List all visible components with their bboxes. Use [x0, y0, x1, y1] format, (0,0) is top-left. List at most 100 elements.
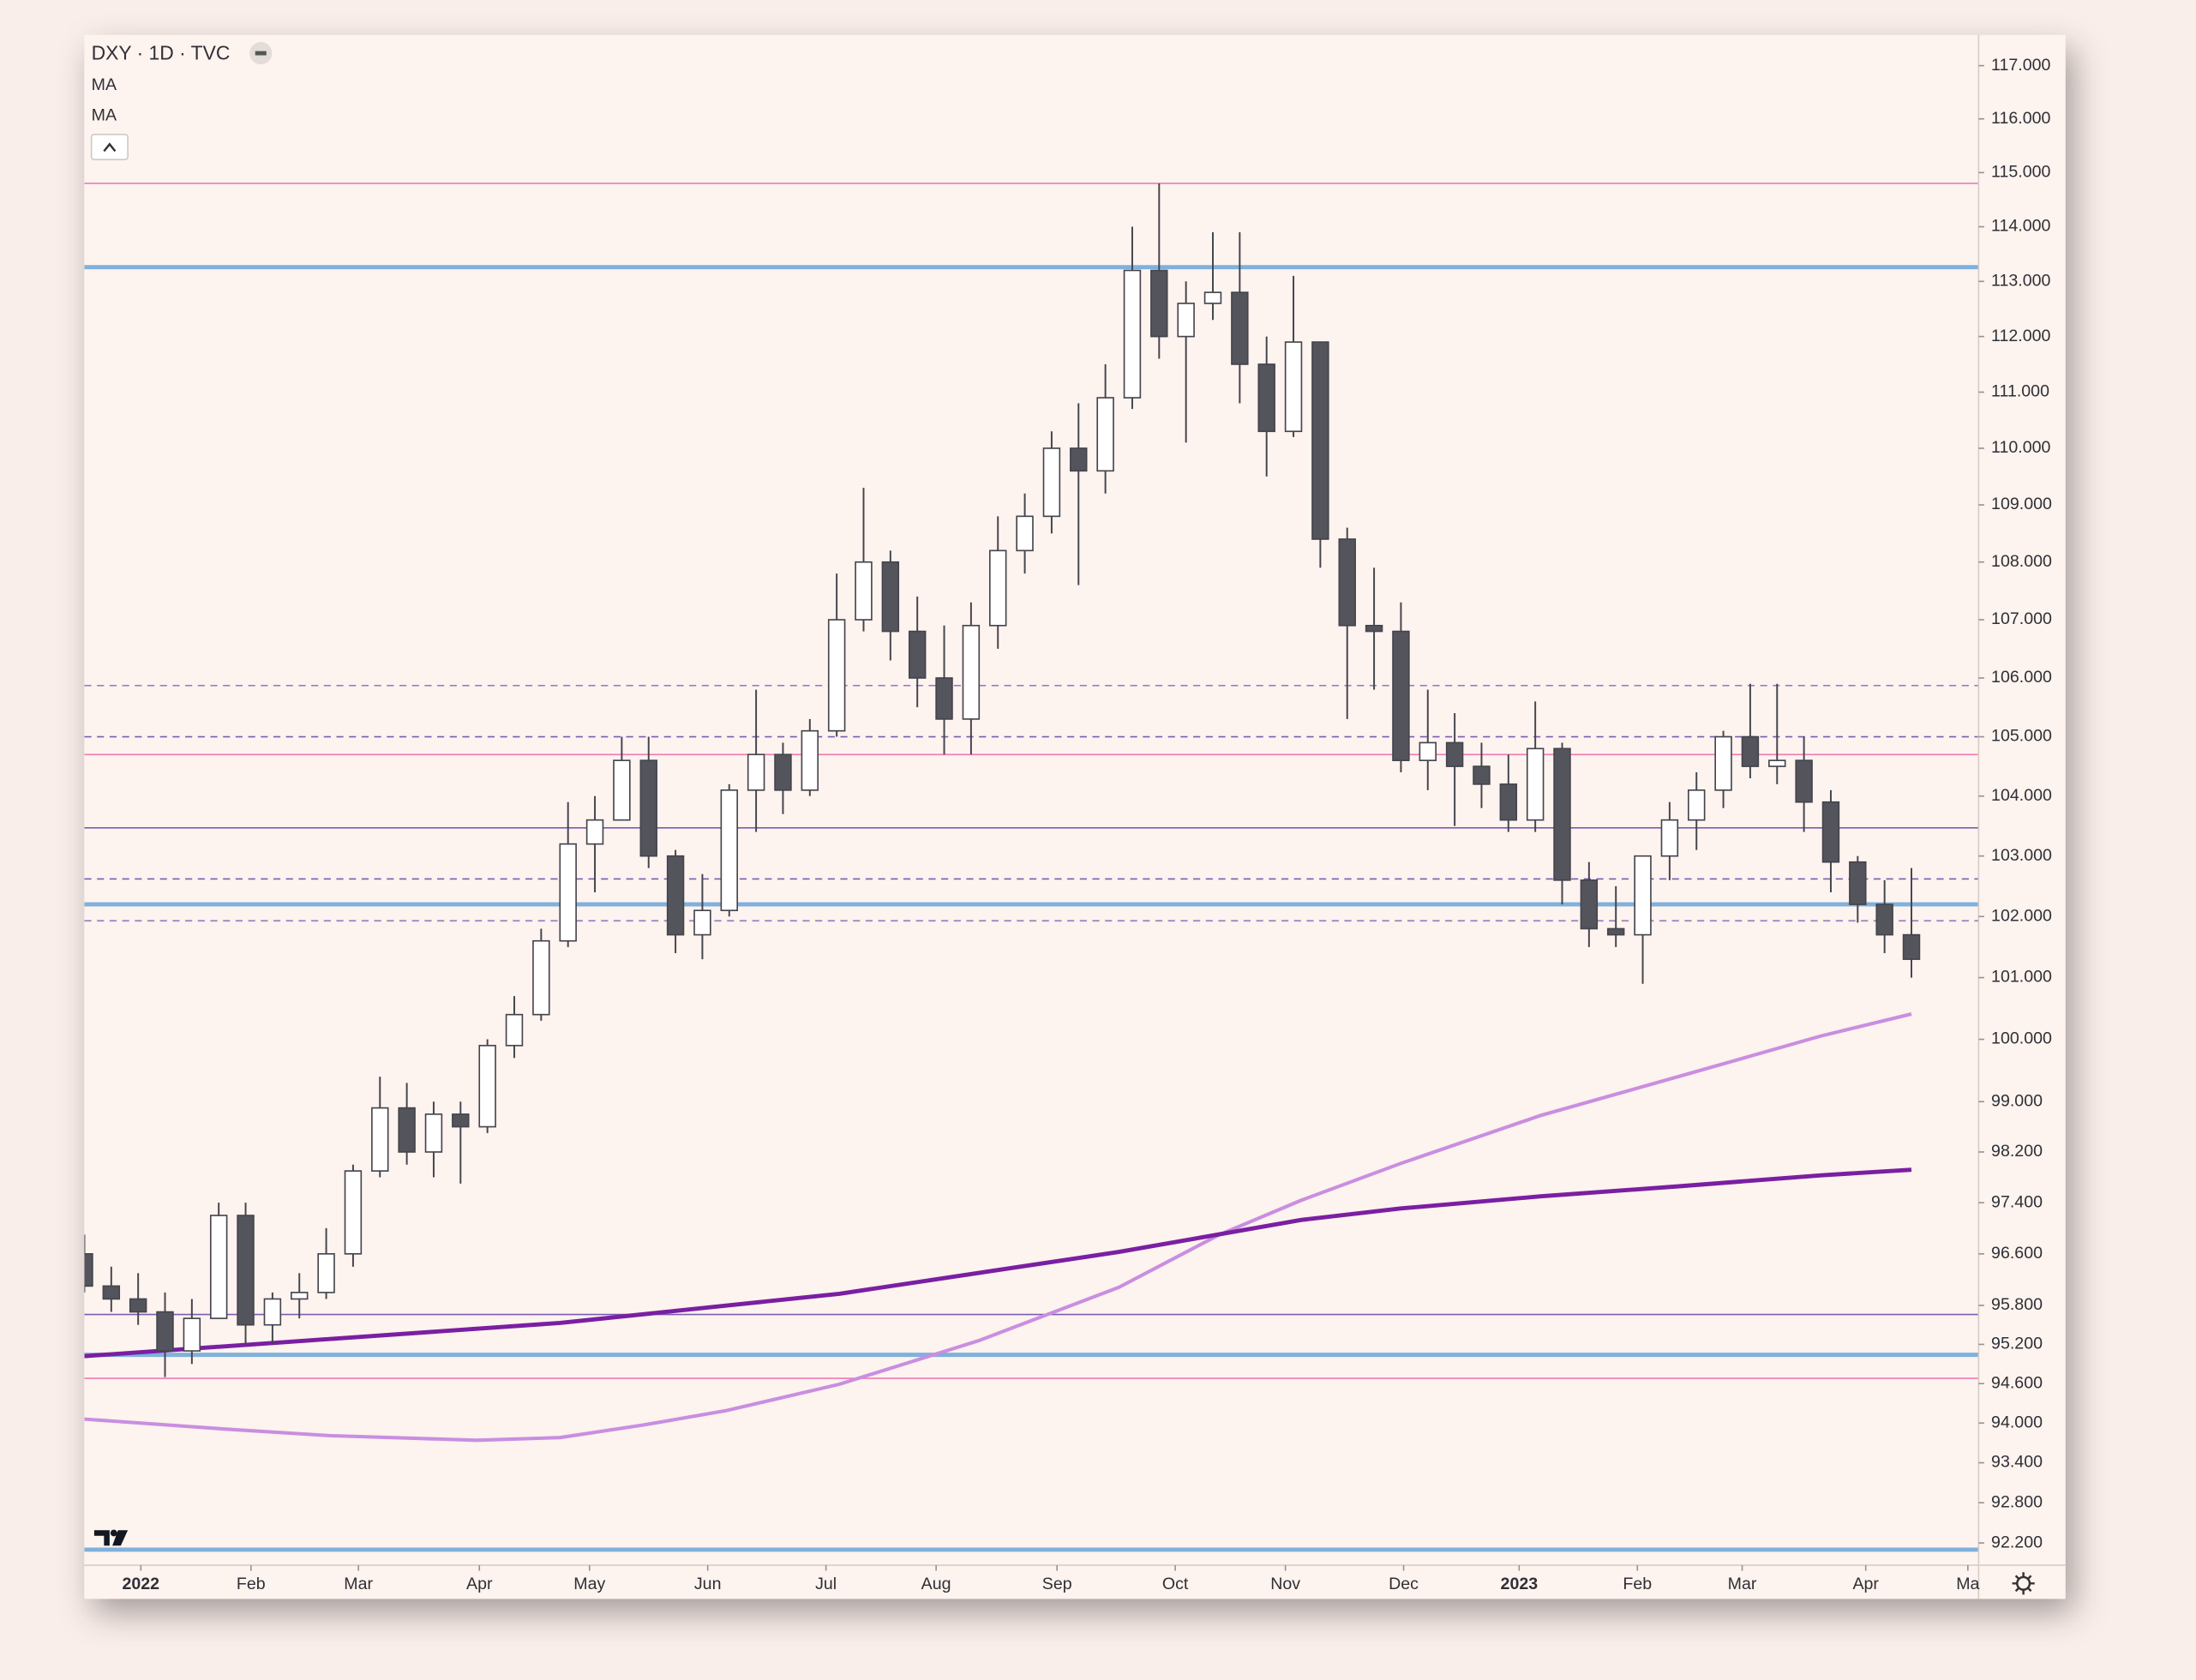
candle-body	[1714, 735, 1732, 791]
y-tick-label: 92.800	[1991, 1492, 2043, 1511]
candle-body	[317, 1253, 335, 1293]
axes: 117.000 116.000 115.000 114.000 113.000 112.0…	[122, 56, 2051, 1593]
x-tick-label: 2023	[1501, 1575, 1539, 1593]
y-tick-label: 108.000	[1991, 552, 2052, 571]
candle-body	[1553, 747, 1571, 881]
candle-body	[84, 1253, 93, 1287]
candle-body	[613, 759, 631, 821]
candle-body	[935, 677, 953, 720]
candle-body	[1688, 789, 1706, 821]
candle-body	[1311, 341, 1329, 540]
candle-body	[1419, 741, 1437, 761]
x-tick-label: Feb	[1623, 1575, 1652, 1593]
candle-body	[478, 1044, 496, 1128]
y-tick-label: 104.000	[1991, 786, 2052, 805]
legend-entry: MA	[92, 75, 117, 94]
candle-body	[1203, 291, 1222, 304]
x-tick-label: Jul	[815, 1575, 837, 1593]
legend-entry: MA	[92, 106, 117, 125]
candle-body	[1257, 363, 1275, 433]
y-tick-label: 114.000	[1991, 217, 2050, 236]
y-tick-label: 115.000	[1991, 163, 2050, 182]
hide-button[interactable]	[249, 42, 273, 65]
y-tick-label: 98.200	[1991, 1142, 2043, 1161]
candle-body	[639, 759, 657, 857]
y-tick-label: 110.000	[1991, 438, 2050, 457]
candle-body	[1849, 861, 1867, 905]
candle-body	[1042, 447, 1061, 518]
y-tick-label: 109.000	[1991, 495, 2052, 513]
x-tick-label: Apr	[466, 1575, 493, 1593]
candle-body	[908, 630, 927, 679]
y-tick-label: 116.000	[1991, 109, 2050, 128]
candle-body	[855, 561, 873, 621]
candle-body	[183, 1317, 201, 1352]
candle-body	[693, 909, 711, 936]
candle-body	[532, 939, 550, 1016]
moving-average-line	[84, 1167, 1912, 1359]
candle-body	[747, 753, 765, 791]
x-tick-label: Sep	[1042, 1575, 1072, 1593]
settings-icon[interactable]	[2012, 1572, 2035, 1595]
y-tick-label: 96.600	[1991, 1244, 2043, 1263]
candle-body	[720, 789, 738, 912]
candle-body	[1231, 291, 1249, 365]
candle-body	[801, 729, 819, 791]
candle-body	[424, 1113, 443, 1153]
candle-body	[1634, 855, 1652, 936]
y-tick-label: 99.000	[1991, 1091, 2043, 1110]
y-tick-label: 97.400	[1991, 1192, 2043, 1211]
candle-body	[209, 1215, 228, 1319]
candle-body	[1070, 447, 1088, 472]
chart-title: DXY · 1D · TVC	[92, 42, 231, 64]
collapse-button[interactable]	[90, 133, 129, 161]
candle-body	[156, 1311, 174, 1352]
candle-body	[666, 855, 685, 936]
x-tick-label: Mar	[344, 1575, 373, 1593]
candle-body	[102, 1285, 121, 1300]
moving-average-line	[84, 1011, 1912, 1443]
candle-body	[1284, 341, 1303, 433]
candle-body	[398, 1107, 416, 1153]
x-tick-label: 2022	[122, 1575, 159, 1593]
plot-area	[84, 183, 1979, 1552]
candle-body	[1096, 397, 1114, 472]
y-tick-label: 105.000	[1991, 727, 2052, 746]
y-tick-label: 113.000	[1991, 271, 2050, 290]
candle-body	[1392, 630, 1410, 761]
candle-body	[1902, 933, 1921, 960]
y-tick-label: 117.000	[1991, 56, 2050, 75]
candle-body	[1580, 879, 1599, 930]
x-tick-label: Dec	[1389, 1575, 1419, 1593]
candle-body	[1526, 747, 1545, 821]
candle-body	[291, 1292, 309, 1300]
candle-body	[129, 1298, 147, 1313]
candle-body	[505, 1013, 524, 1047]
candle-body	[1821, 801, 1840, 863]
y-tick-label: 92.200	[1991, 1533, 2043, 1551]
candle-body	[1365, 624, 1383, 633]
y-tick-label: 106.000	[1991, 668, 2052, 687]
candle-body	[263, 1298, 282, 1326]
x-tick-label: Jun	[694, 1575, 722, 1593]
y-tick-label: 93.400	[1991, 1453, 2043, 1472]
chart-card	[84, 34, 2066, 1599]
candle-body	[827, 619, 846, 732]
candle-body	[1606, 927, 1625, 936]
candle-body	[1177, 303, 1195, 338]
candle-body	[881, 561, 900, 633]
candle-body	[1741, 735, 1760, 767]
candle-body	[1768, 759, 1786, 767]
y-tick-label: 100.000	[1991, 1029, 2052, 1048]
candle-body	[1473, 765, 1491, 785]
x-tick-label: Apr	[1852, 1575, 1879, 1593]
candle-body	[1123, 269, 1142, 399]
y-tick-label: 95.800	[1991, 1295, 2043, 1314]
y-tick-label: 107.000	[1991, 609, 2052, 628]
candle-body	[1499, 783, 1518, 821]
candle-body	[989, 549, 1007, 627]
candle-body	[559, 843, 577, 942]
candle-body	[1660, 819, 1679, 857]
